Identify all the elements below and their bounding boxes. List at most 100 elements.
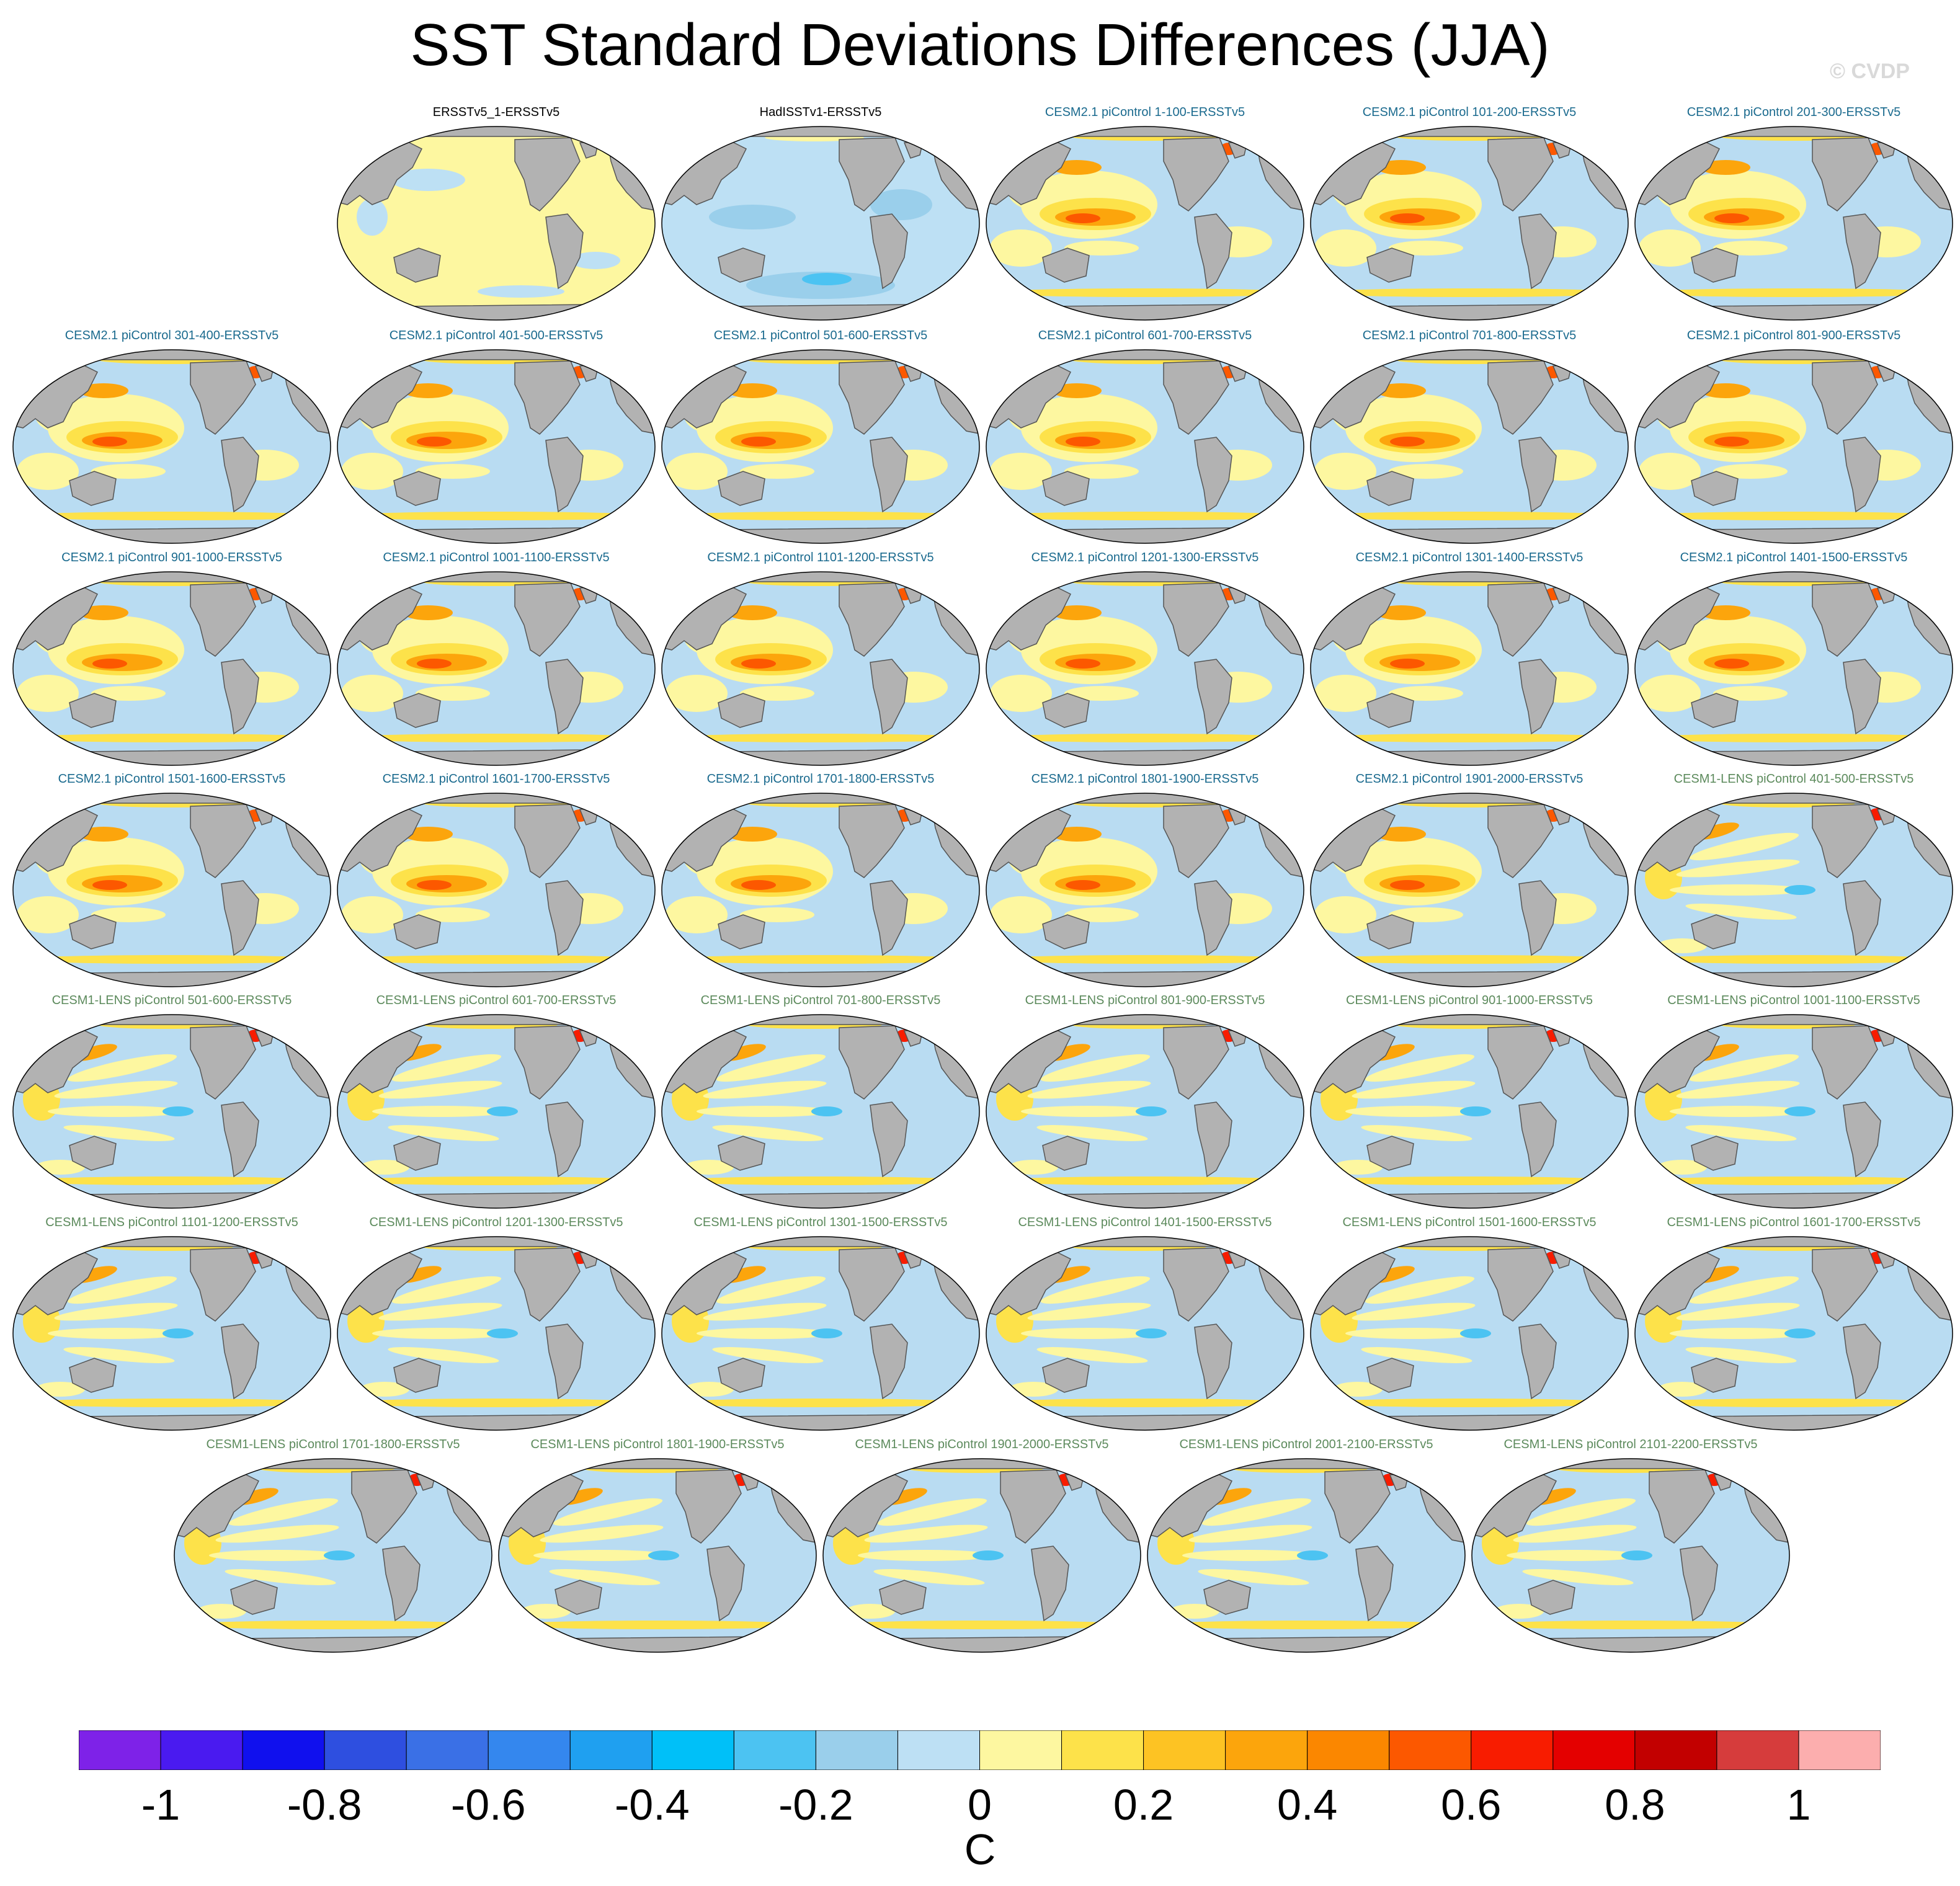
sst-anomaly-blob xyxy=(1513,1524,1637,1543)
arctic-land xyxy=(337,1237,655,1247)
sst-anomaly-blob xyxy=(1689,832,1799,861)
land-north-america xyxy=(839,1247,905,1322)
map-panel: CESM1-LENS piControl 1101-1200-ERSSTv5 xyxy=(11,1216,333,1439)
sst-anomaly-blob xyxy=(48,1328,184,1339)
sst-anomaly-blob xyxy=(1314,896,1376,933)
land-north-america xyxy=(839,137,905,211)
sst-anomaly-blob xyxy=(728,827,777,842)
map-panel: CESM1-LENS piControl 1701-1800-ERSSTv5 xyxy=(172,1438,494,1661)
land-south-america xyxy=(545,659,584,735)
land-australia xyxy=(1203,1580,1251,1615)
panel-title: CESM1-LENS piControl 601-700-ERSSTv5 xyxy=(376,994,617,1007)
land-australia xyxy=(879,1580,927,1615)
map-outline xyxy=(661,793,980,987)
land-north-america xyxy=(351,1469,417,1544)
arctic-land xyxy=(13,1237,331,1247)
sst-anomaly-blob xyxy=(416,686,490,701)
sst-anomaly-blob xyxy=(864,1524,988,1543)
map-panel: CESM2.1 piControl 1501-1600-ERSSTv5 xyxy=(11,772,333,995)
sst-anomaly-blob xyxy=(1389,907,1463,922)
land-south-america xyxy=(221,437,259,513)
sst-anomaly-blob xyxy=(509,1621,806,1629)
arctic-land xyxy=(1311,1237,1628,1247)
land-australia xyxy=(393,1136,441,1171)
land-south-america xyxy=(1194,1101,1232,1178)
sst-anomaly-blob xyxy=(1064,686,1139,701)
map-outline xyxy=(986,126,1304,321)
sst-anomaly-blob xyxy=(417,880,452,890)
map-outline xyxy=(337,571,656,766)
land-north-america xyxy=(1163,137,1229,211)
sst-anomaly-blob xyxy=(1714,213,1749,223)
map-panel: CESM1-LENS piControl 801-900-ERSSTv5 xyxy=(984,994,1306,1217)
colorbar-tick-label: 0.8 xyxy=(1605,1781,1665,1829)
sst-anomaly-blob xyxy=(63,1347,175,1363)
sst-anomaly-blob xyxy=(1639,453,1701,490)
map-panel: CESM1-LENS piControl 701-800-ERSSTv5 xyxy=(659,994,982,1217)
sst-anomaly-blob xyxy=(417,437,452,447)
world-map xyxy=(1310,1014,1629,1209)
map-outline xyxy=(1634,349,1953,544)
sst-anomaly-blob xyxy=(1482,1621,1780,1629)
land-south-america xyxy=(870,659,908,735)
sst-anomaly-blob xyxy=(1170,1604,1219,1619)
sst-anomaly-blob xyxy=(1345,1106,1482,1117)
land-north-america xyxy=(675,1469,742,1544)
sst-anomaly-blob xyxy=(347,1177,645,1185)
land-north-america xyxy=(839,360,905,435)
sst-anomaly-blob xyxy=(1136,1106,1167,1116)
arctic-land xyxy=(1635,127,1953,137)
panel-title: CESM1-LENS piControl 1101-1200-ERSSTv5 xyxy=(45,1216,298,1229)
land-south-america xyxy=(870,213,908,290)
land-south-america xyxy=(1843,213,1881,290)
sst-anomaly-blob xyxy=(746,272,895,299)
colorbar-tick-label: 0 xyxy=(968,1781,992,1829)
land-north-america xyxy=(190,1025,256,1100)
sst-anomaly-blob xyxy=(1052,160,1102,175)
map-panel: CESM1-LENS piControl 401-500-ERSSTv5 xyxy=(1633,772,1955,995)
panel-title: CESM2.1 piControl 1901-2000-ERSSTv5 xyxy=(1355,772,1584,786)
sst-anomaly-blob xyxy=(23,1399,321,1407)
sst-anomaly-blob xyxy=(378,1080,502,1099)
colorbar-swatch xyxy=(242,1730,325,1770)
sst-anomaly-blob xyxy=(416,907,490,922)
map-panel: CESM2.1 piControl 1001-1100-ERSSTv5 xyxy=(335,551,657,774)
land-south-america xyxy=(1031,1546,1069,1622)
sst-anomaly-blob xyxy=(990,288,1300,297)
sst-anomaly-blob xyxy=(973,1550,1004,1560)
sst-anomaly-blob xyxy=(54,1302,178,1321)
world-map xyxy=(1147,1458,1466,1653)
sst-anomaly-blob xyxy=(858,1550,994,1561)
land-north-america xyxy=(190,582,256,657)
land-south-america xyxy=(1843,437,1881,513)
sst-anomaly-blob xyxy=(672,1399,969,1407)
panel-title: CESM1-LENS piControl 701-800-ERSSTv5 xyxy=(700,994,941,1007)
world-map xyxy=(661,126,980,321)
sst-anomaly-blob xyxy=(92,437,127,447)
world-map xyxy=(1634,126,1953,321)
sst-anomaly-blob xyxy=(1639,229,1701,267)
land-north-america xyxy=(1812,137,1878,211)
colorbar-swatch xyxy=(1798,1730,1881,1770)
land-south-america xyxy=(1843,659,1881,735)
arctic-land xyxy=(1635,572,1953,582)
land-south-america xyxy=(1518,1323,1557,1400)
sst-anomaly-blob xyxy=(1345,1328,1482,1339)
map-panel: CESM1-LENS piControl 1901-2000-ERSSTv5 xyxy=(821,1438,1143,1661)
sst-anomaly-blob xyxy=(990,734,1300,742)
sst-anomaly-blob xyxy=(811,1328,842,1338)
sst-anomaly-blob xyxy=(703,1080,827,1099)
arctic-land xyxy=(337,127,655,137)
sst-anomaly-blob xyxy=(1066,437,1100,447)
sst-anomaly-blob xyxy=(1621,1550,1652,1560)
land-north-america xyxy=(514,1025,581,1100)
map-outline xyxy=(661,1014,980,1209)
sst-anomaly-blob xyxy=(67,1054,177,1082)
sst-anomaly-blob xyxy=(1376,383,1426,398)
land-south-america xyxy=(545,437,584,513)
sst-anomaly-blob xyxy=(741,437,776,447)
sst-anomaly-blob xyxy=(1639,734,1949,742)
panel-title: CESM1-LENS piControl 1001-1100-ERSSTv5 xyxy=(1667,994,1920,1007)
sst-anomaly-blob xyxy=(709,205,796,229)
sst-anomaly-blob xyxy=(990,512,1300,520)
